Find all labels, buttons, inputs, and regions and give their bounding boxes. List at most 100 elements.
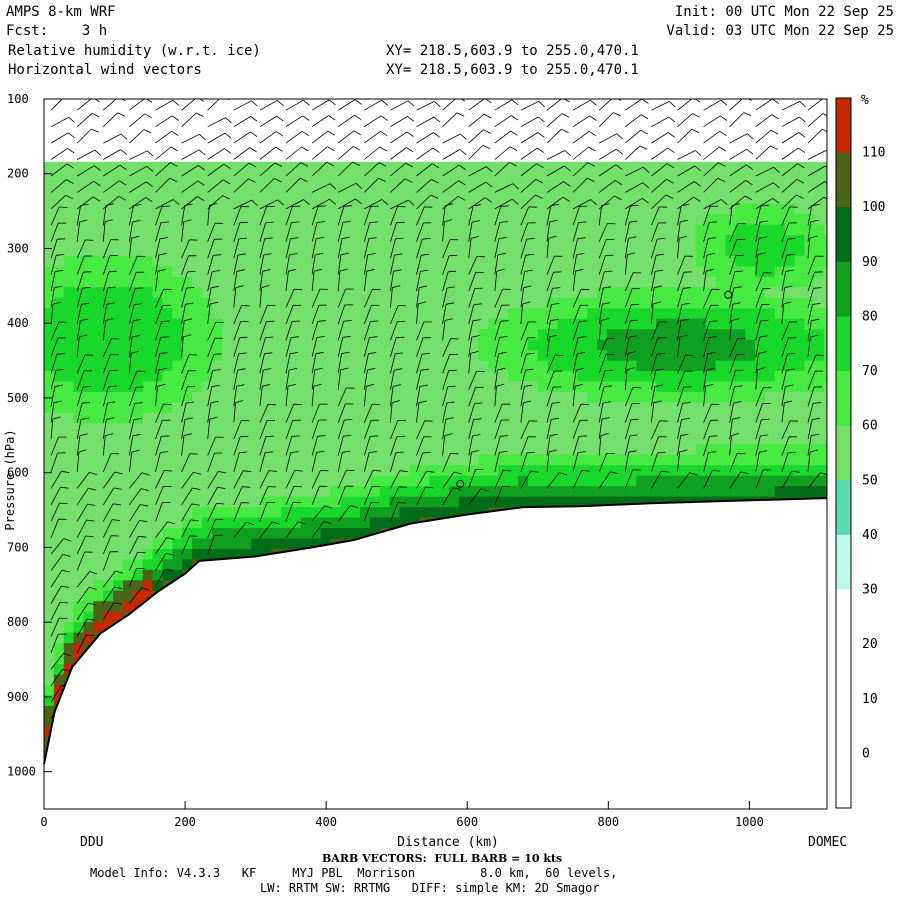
rh-cell (646, 402, 657, 414)
rh-cell (448, 454, 460, 466)
rh-cell (429, 182, 440, 194)
rh-cell (468, 276, 480, 288)
rh-cell (389, 454, 401, 466)
init-time: Init: 00 UTC Mon 22 Sep 25 (674, 4, 894, 20)
rh-cell (271, 308, 282, 320)
rh-cell (241, 412, 252, 424)
rh-cell (468, 172, 480, 184)
rh-cell (488, 496, 499, 508)
rh-cell (221, 486, 233, 498)
rh-cell (44, 423, 55, 435)
rh-cell (113, 496, 124, 508)
rh-cell (83, 611, 94, 623)
rh-cell (123, 308, 134, 320)
rh-cell (320, 475, 331, 487)
rh-cell (379, 203, 391, 215)
rh-cell (577, 245, 588, 257)
rh-cell (764, 360, 776, 372)
rh-cell (271, 172, 282, 184)
rh-cell (281, 444, 292, 456)
rh-cell (557, 486, 568, 498)
rh-cell (409, 214, 420, 226)
rh-cell (251, 161, 262, 173)
rh-cell (567, 412, 578, 424)
rh-cell (616, 392, 628, 404)
rh-cell (340, 465, 351, 477)
rh-cell (439, 193, 450, 205)
rh-cell (685, 297, 697, 309)
rh-cell (63, 475, 75, 487)
rh-cell (271, 392, 282, 404)
rh-cell (508, 276, 519, 288)
rh-cell (784, 433, 796, 445)
rh-cell (399, 276, 410, 288)
rh-cell (557, 475, 568, 487)
rh-cell (745, 423, 756, 435)
rh-cell (83, 161, 94, 173)
rh-cell (241, 308, 252, 320)
rh-cell (202, 214, 213, 226)
rh-cell (290, 392, 302, 404)
rh-cell (231, 329, 243, 341)
rh-cell (53, 392, 65, 404)
rh-cell (231, 193, 243, 205)
rh-cell (705, 235, 717, 247)
rh-cell (142, 444, 154, 456)
rh-cell (369, 475, 381, 487)
rh-cell (53, 235, 65, 247)
rh-cell (537, 287, 549, 299)
rh-cell (784, 465, 796, 477)
rh-cell (755, 360, 766, 372)
rh-cell (340, 350, 351, 362)
rh-cell (755, 412, 766, 424)
rh-cell (261, 214, 272, 226)
rh-cell (231, 161, 243, 173)
rh-cell (63, 559, 75, 571)
rh-cell (537, 318, 549, 330)
rh-cell (735, 214, 746, 226)
rh-cell (360, 517, 371, 529)
rh-cell (310, 433, 322, 445)
rh-cell (508, 392, 519, 404)
rh-cell (784, 444, 796, 456)
rh-cell (290, 329, 302, 341)
wind-barb-flag (67, 132, 75, 139)
rh-cell (419, 507, 430, 519)
rh-cell (557, 308, 568, 320)
rh-cell (567, 454, 578, 466)
rh-cell (478, 444, 489, 456)
rh-cell (824, 214, 827, 226)
rh-cell (468, 392, 480, 404)
rh-cell (715, 287, 726, 299)
rh-cell (409, 360, 420, 372)
rh-cell (537, 486, 549, 498)
rh-cell (755, 381, 766, 393)
rh-cell (330, 318, 341, 330)
rh-cell (498, 381, 509, 393)
rh-cell (666, 454, 677, 466)
rh-cell (567, 266, 578, 278)
rh-cell (202, 371, 213, 383)
rh-cell (162, 193, 173, 205)
rh-cell (567, 360, 578, 372)
rh-cell (547, 235, 559, 247)
rh-cell (152, 161, 164, 173)
rh-cell (192, 486, 203, 498)
rh-cell (399, 235, 410, 247)
rh-cell (192, 360, 203, 372)
rh-cell (281, 339, 292, 351)
rh-cell (448, 433, 460, 445)
rh-cell (794, 329, 806, 341)
rh-cell (123, 224, 134, 236)
rh-cell (448, 172, 460, 184)
rh-cell (132, 590, 144, 602)
rh-cell (83, 423, 94, 435)
rh-cell (488, 318, 499, 330)
rh-cell (705, 392, 717, 404)
rh-cell (369, 454, 381, 466)
rh-cell (231, 517, 243, 529)
rh-cell (251, 423, 262, 435)
rh-cell (646, 454, 657, 466)
rh-cell (320, 454, 331, 466)
rh-cell (44, 622, 55, 634)
